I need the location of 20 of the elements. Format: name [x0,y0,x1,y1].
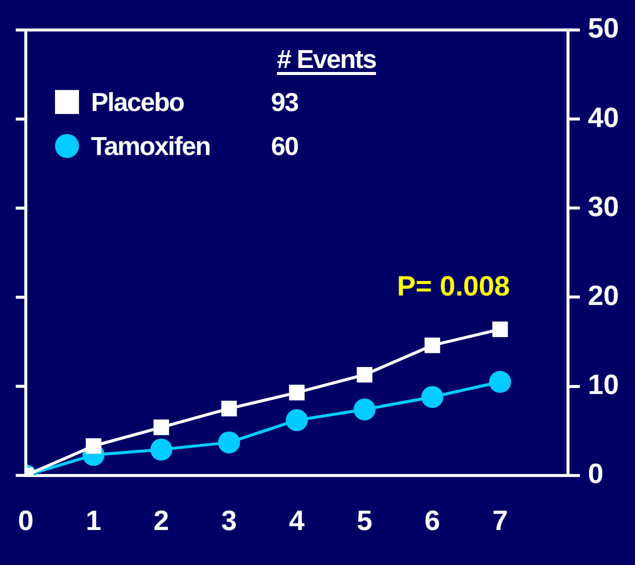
y-tick-label: 10 [588,369,620,400]
annotation: P= 0.008 [396,270,510,302]
y-tick-label: 20 [588,280,620,311]
x-tick-label: 4 [289,504,306,536]
annotation: 60 [271,130,298,162]
x-tick-label: 2 [154,504,170,536]
annotation: 93 [271,86,298,118]
x-tick-label: 0 [18,504,34,536]
annotation: # Events [277,44,376,74]
x-tick-label: 6 [424,504,440,536]
x-tick-label: 7 [492,504,508,536]
y-tick-label: 30 [588,190,620,222]
x-tick-label: 5 [356,504,372,536]
x-tick-label: 3 [221,504,237,536]
y-tick-label: 0 [588,458,604,490]
x-tick-label: 1 [86,504,102,536]
y-tick-label: 40 [588,102,620,133]
legend-label: Tamoxifen [91,130,212,162]
legend-label: Placebo [91,86,185,118]
y-tick-label: 50 [588,12,620,44]
